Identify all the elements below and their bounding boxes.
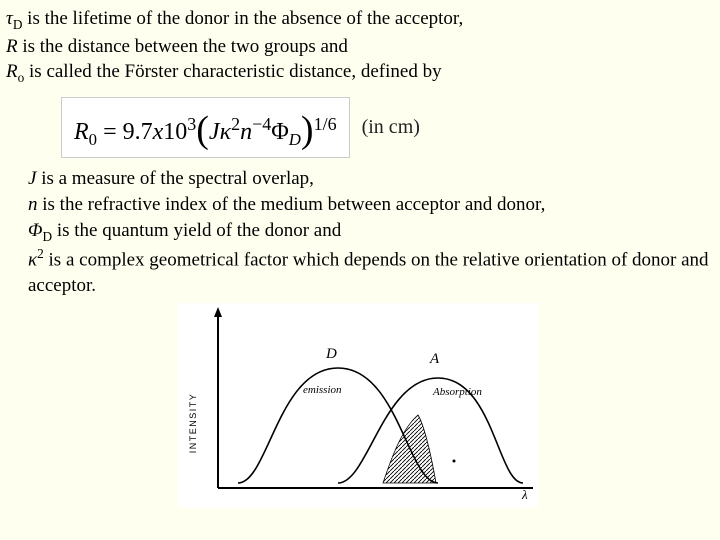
eq-n-exp: −4 (252, 114, 271, 134)
Ro-var: R (6, 61, 18, 82)
tau-rest: is the lifetime of the donor in the abse… (22, 8, 463, 29)
svg-text:Absorption: Absorption (432, 386, 482, 398)
eq-x: x (153, 119, 164, 145)
svg-text:INTENSITY: INTENSITY (188, 393, 198, 454)
phi-rest: is the quantum yield of the donor and (52, 220, 341, 241)
n-rest: is the refractive index of the medium be… (38, 194, 546, 215)
equation-units: (in cm) (362, 114, 420, 141)
svg-text:D: D (325, 346, 337, 362)
eq-outer-exp: 1/6 (314, 114, 337, 134)
R-rest: is the distance between the two groups a… (18, 36, 348, 57)
phi-sub: D (42, 228, 52, 243)
eq-eq: = 9.7 (97, 119, 153, 145)
eq-kappa-exp: 2 (231, 114, 240, 134)
def-n: n is the refractive index of the medium … (28, 192, 710, 218)
equation-box: R0 = 9.7x103(Jκ2n−4ΦD)1/6 (61, 97, 350, 158)
eq-tenpow: 3 (187, 114, 196, 134)
svg-text:A: A (429, 351, 440, 367)
line-Ro: Ro is called the Förster characteristic … (6, 59, 710, 87)
graph-svg: INTENSITY Demission A Absorption λ (178, 303, 538, 508)
spectral-overlap-graph: INTENSITY Demission A Absorption λ (6, 303, 710, 516)
eq-n: n (240, 119, 252, 145)
line-tau: τD is the lifetime of the donor in the a… (6, 6, 710, 34)
Ro-rest: is called the Förster characteristic dis… (24, 61, 441, 82)
def-phi: ΦD is the quantum yield of the donor and (28, 218, 710, 246)
J-rest: is a measure of the spectral overlap, (36, 168, 314, 189)
svg-text:emission: emission (303, 384, 342, 396)
eq-phi: Φ (271, 119, 289, 145)
eq-R-sub: 0 (89, 130, 97, 149)
kappa-rest: is a complex geometrical factor which de… (28, 250, 709, 297)
definitions-block: J is a measure of the spectral overlap, … (6, 166, 710, 299)
svg-text:λ: λ (521, 487, 528, 502)
line-R: R is the distance between the two groups… (6, 34, 710, 60)
n-var: n (28, 194, 38, 215)
def-J: J is a measure of the spectral overlap, (28, 166, 710, 192)
tau-var: τ (6, 8, 13, 29)
eq-phi-sub: D (289, 130, 301, 149)
kappa-var: κ (28, 250, 37, 271)
tau-sub: D (13, 17, 23, 32)
kappa-exp: 2 (37, 246, 44, 261)
def-kappa: κ2 is a complex geometrical factor which… (28, 245, 710, 299)
R-var: R (6, 36, 18, 57)
equation-block: R0 = 9.7x103(Jκ2n−4ΦD)1/6 (in cm) (61, 97, 710, 158)
phi-var: Φ (28, 220, 42, 241)
eq-J: Jκ (209, 119, 231, 145)
eq-R: R (74, 119, 89, 145)
